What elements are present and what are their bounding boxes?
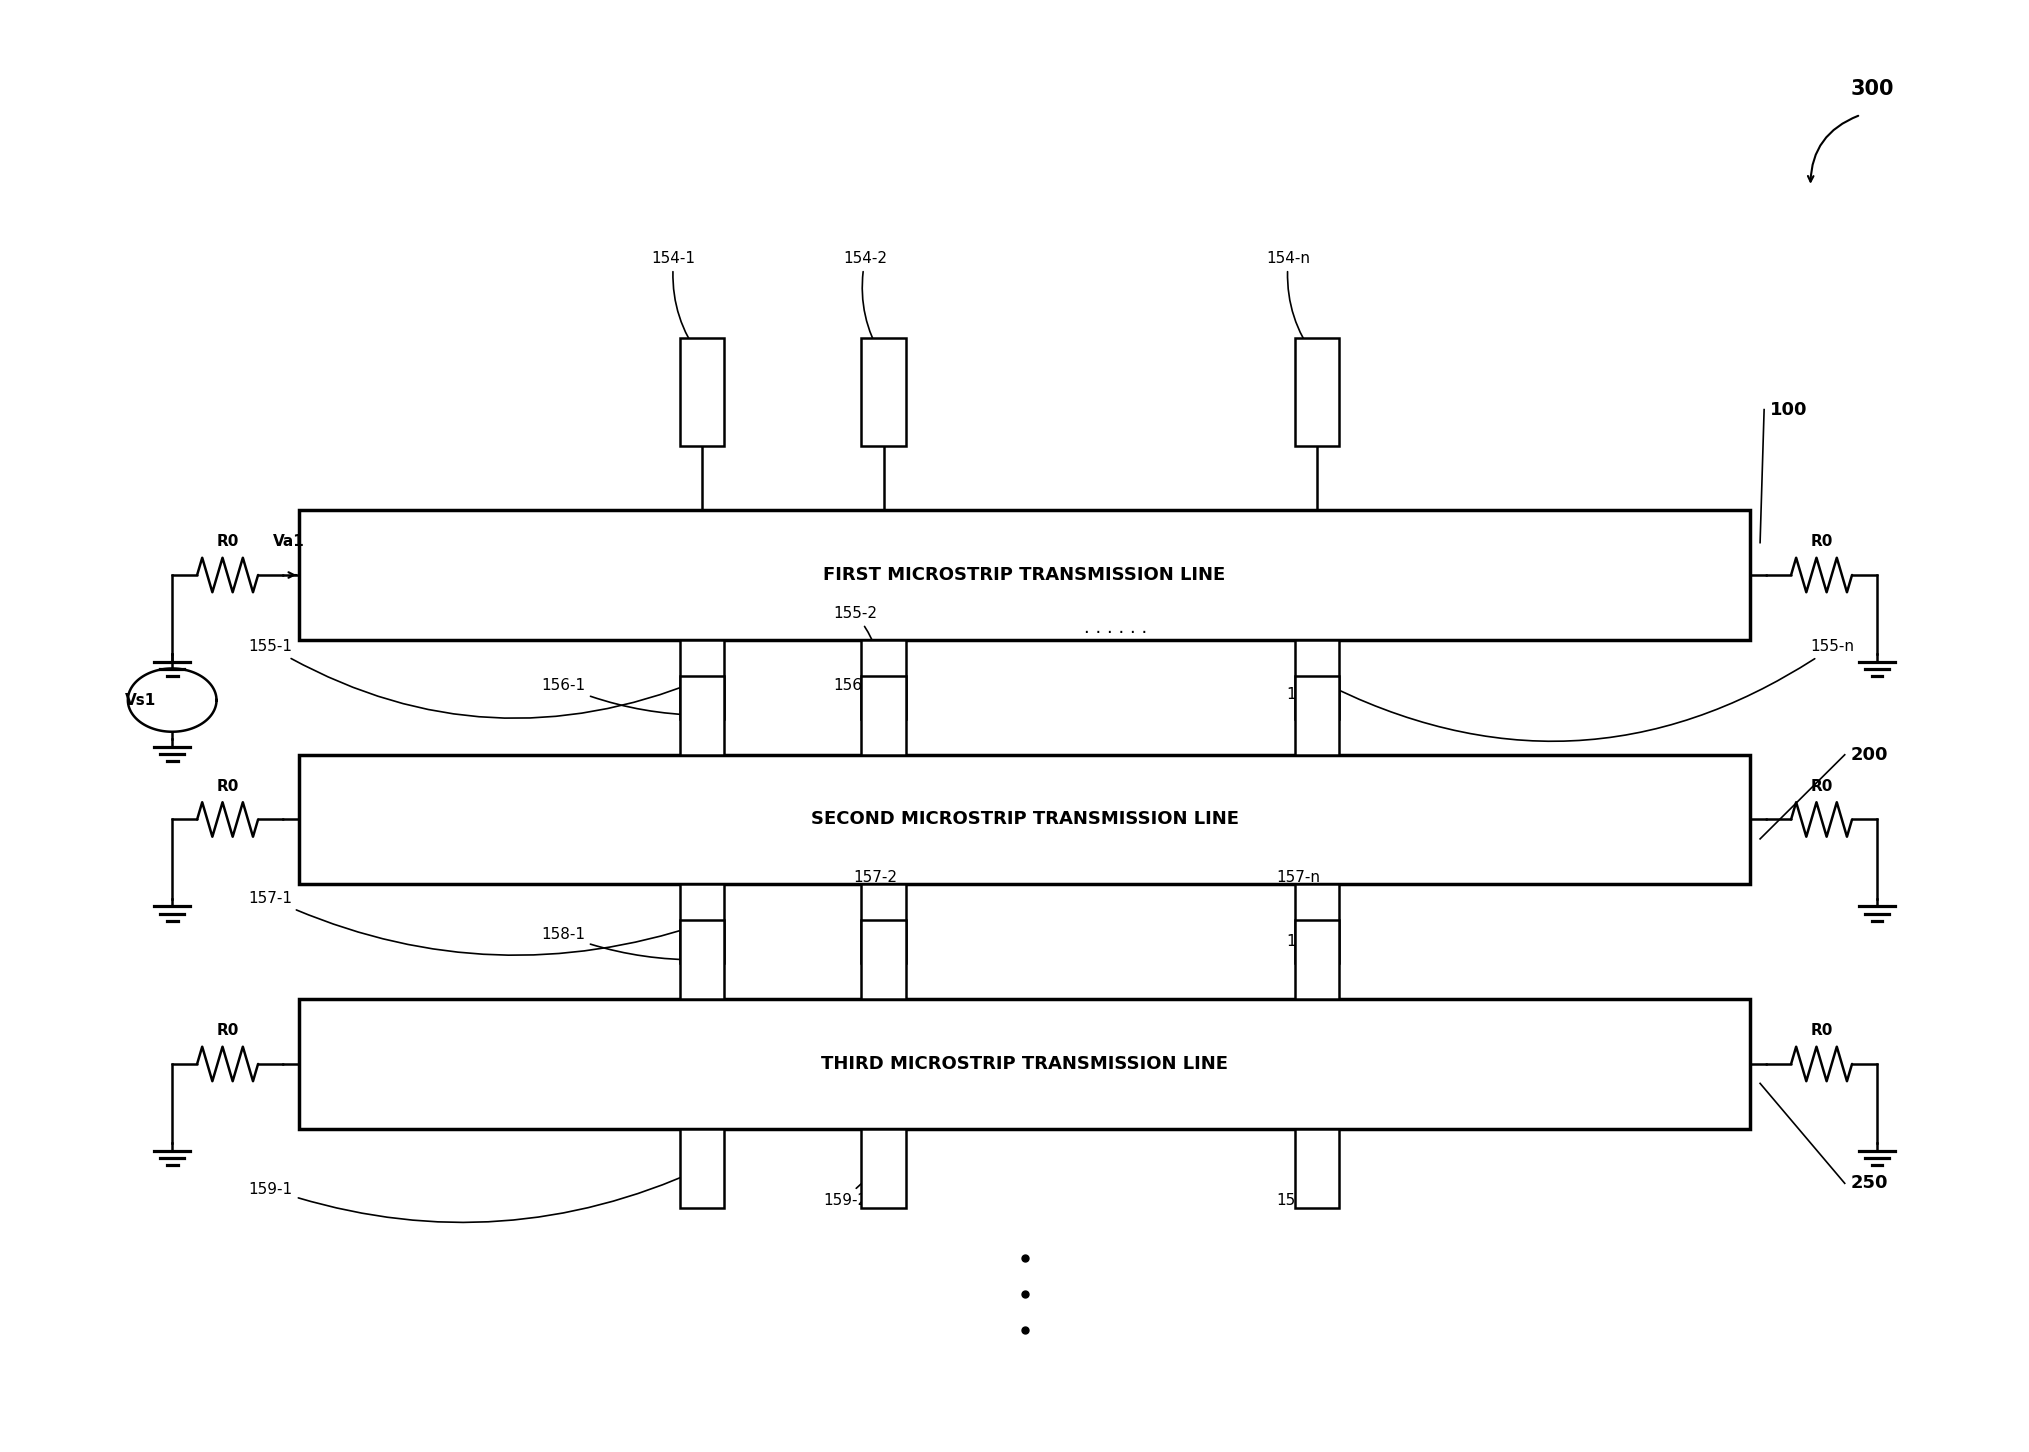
Bar <box>298 510 1751 640</box>
Text: 158-n: 158-n <box>1286 934 1331 957</box>
Text: 159-1: 159-1 <box>250 1169 700 1223</box>
Bar <box>862 921 905 999</box>
Bar <box>862 338 905 446</box>
Text: R0: R0 <box>217 1024 239 1038</box>
Text: Va1: Va1 <box>274 534 304 549</box>
Bar <box>862 884 905 963</box>
Bar <box>862 640 905 719</box>
Text: 157-2: 157-2 <box>854 870 897 921</box>
Text: 159-2: 159-2 <box>824 1169 881 1208</box>
Text: R0: R0 <box>1810 778 1832 794</box>
Text: SECOND MICROSTRIP TRANSMISSION LINE: SECOND MICROSTRIP TRANSMISSION LINE <box>810 810 1238 829</box>
Text: 154-2: 154-2 <box>844 251 887 357</box>
Text: FIRST MICROSTRIP TRANSMISSION LINE: FIRST MICROSTRIP TRANSMISSION LINE <box>824 566 1226 584</box>
Bar <box>1295 1128 1339 1208</box>
Text: THIRD MICROSTRIP TRANSMISSION LINE: THIRD MICROSTRIP TRANSMISSION LINE <box>822 1056 1228 1073</box>
Text: Vs1: Vs1 <box>126 693 156 707</box>
Bar <box>1295 921 1339 999</box>
Bar <box>1295 884 1339 963</box>
Text: 156-1: 156-1 <box>542 678 700 716</box>
Text: 155-1: 155-1 <box>250 639 700 719</box>
Text: 158-2: 158-2 <box>864 934 907 957</box>
Bar <box>1295 675 1339 755</box>
Bar <box>680 640 724 719</box>
Bar <box>298 999 1751 1128</box>
Bar <box>680 338 724 446</box>
Text: 154-1: 154-1 <box>651 251 700 357</box>
Bar <box>680 675 724 755</box>
Text: 156-n: 156-n <box>1286 687 1331 713</box>
Bar <box>1295 640 1339 719</box>
Text: 158-1: 158-1 <box>542 926 700 960</box>
Bar <box>862 1128 905 1208</box>
Text: · · · · · ·: · · · · · · <box>1083 623 1146 642</box>
Text: 250: 250 <box>1850 1175 1889 1192</box>
Text: 100: 100 <box>1769 401 1808 418</box>
Bar <box>680 884 724 963</box>
Bar <box>298 755 1751 884</box>
Text: 156-2: 156-2 <box>834 678 883 713</box>
Text: 157-n: 157-n <box>1276 870 1321 921</box>
Text: 200: 200 <box>1850 746 1889 764</box>
Text: R0: R0 <box>1810 1024 1832 1038</box>
Bar <box>1295 338 1339 446</box>
Text: 300: 300 <box>1850 78 1895 99</box>
Text: 155-n: 155-n <box>1319 639 1855 742</box>
Text: 155-2: 155-2 <box>834 607 883 677</box>
Text: R0: R0 <box>217 778 239 794</box>
Text: 157-1: 157-1 <box>250 892 700 955</box>
Bar <box>680 1128 724 1208</box>
Text: R0: R0 <box>217 534 239 549</box>
Text: 159-n: 159-n <box>1276 1170 1321 1208</box>
Text: R0: R0 <box>1810 534 1832 549</box>
Bar <box>862 675 905 755</box>
Bar <box>680 921 724 999</box>
Text: 154-n: 154-n <box>1266 251 1315 357</box>
